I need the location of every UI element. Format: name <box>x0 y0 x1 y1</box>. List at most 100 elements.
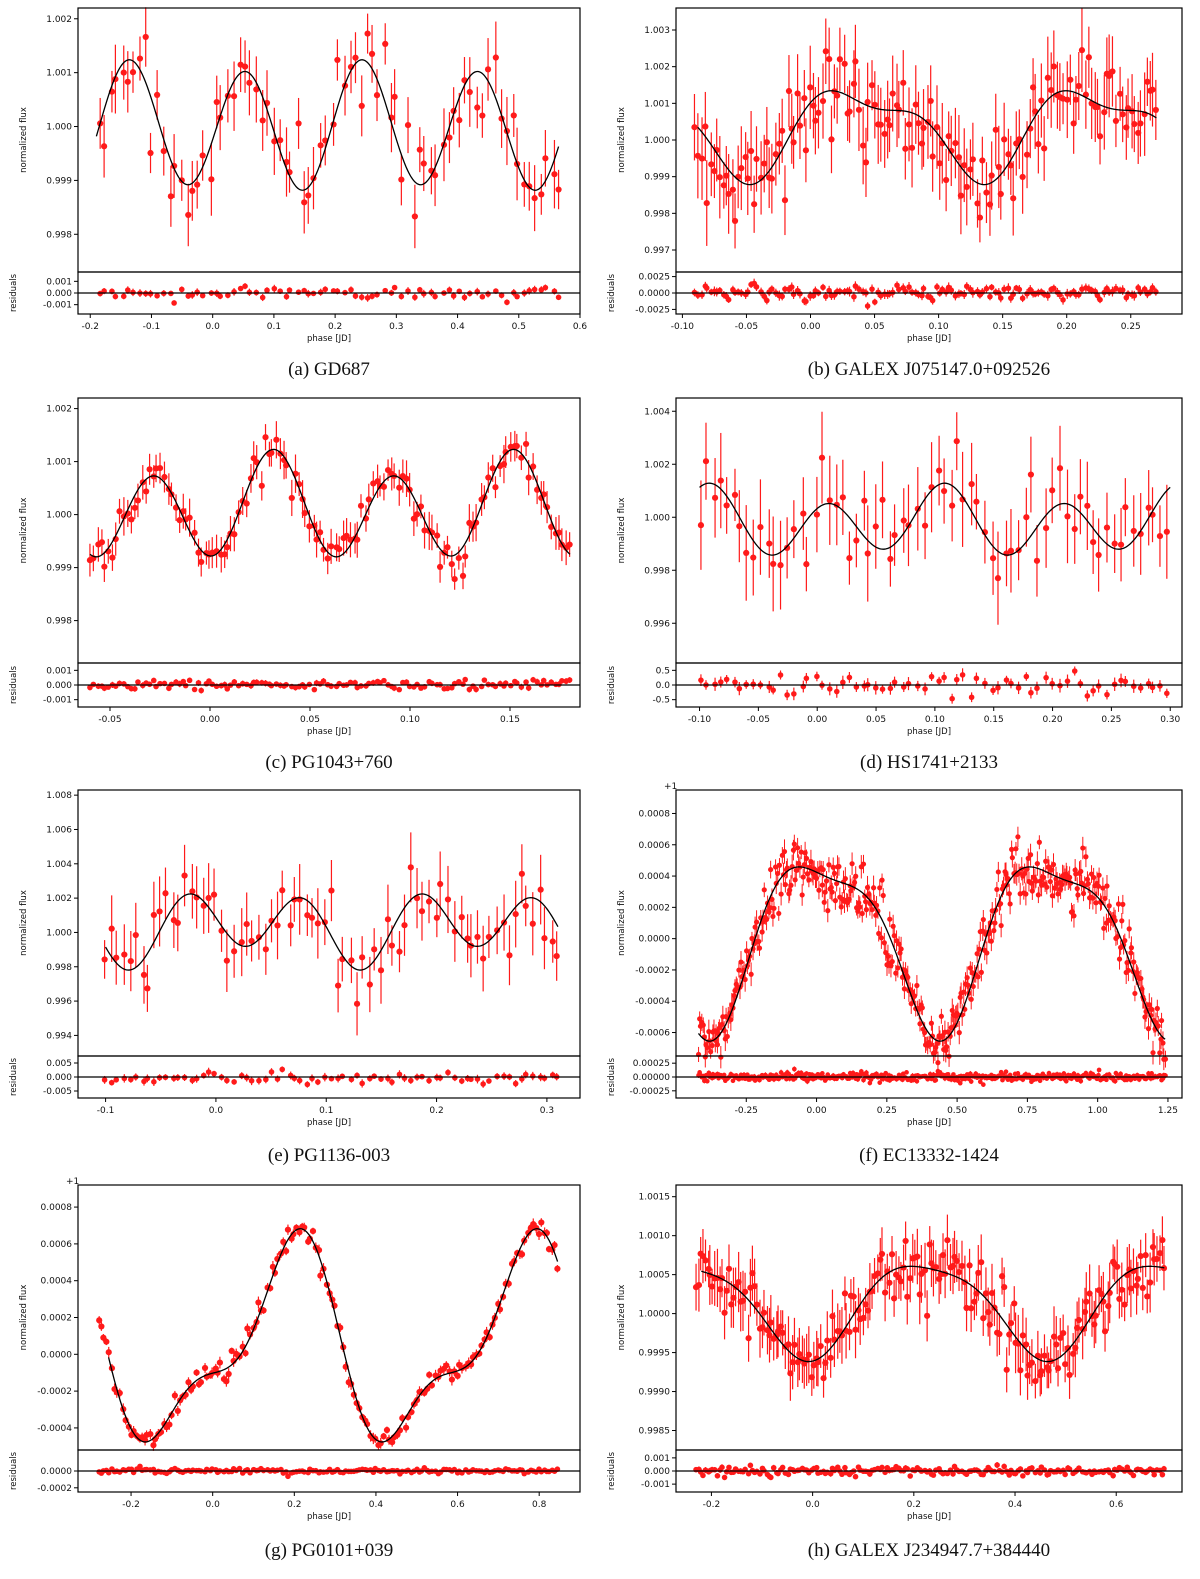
x-tick-label: 0.30 <box>1160 715 1180 725</box>
residual-point <box>504 299 510 306</box>
data-point <box>984 950 990 956</box>
residual-axis-label: residuals <box>607 1057 617 1096</box>
data-point <box>1109 68 1116 75</box>
y-axis-label: normalized flux <box>617 890 627 956</box>
data-point <box>542 155 549 162</box>
data-point <box>391 93 398 100</box>
data-point <box>258 482 265 489</box>
residual-point <box>745 1072 750 1078</box>
data-point <box>1160 1040 1166 1046</box>
residual-point <box>268 1069 275 1075</box>
data-point <box>1070 120 1077 127</box>
y-tick-label: 1.004 <box>644 407 670 417</box>
data-point <box>1019 173 1026 181</box>
x-tick-label: 0.2 <box>328 322 342 332</box>
residual-point <box>446 287 453 293</box>
residual-point <box>426 1077 432 1084</box>
residual-y-tick-label: -0.005 <box>43 1087 72 1097</box>
residual-point <box>296 1077 303 1084</box>
data-point <box>518 1251 526 1258</box>
x-tick-label: 0.00 <box>807 715 827 725</box>
data-point <box>1023 891 1029 897</box>
data-point <box>967 965 973 971</box>
residual-point <box>178 286 185 293</box>
x-tick-label: 0.10 <box>925 715 945 725</box>
data-point <box>729 186 736 193</box>
data-point <box>418 908 426 915</box>
data-point <box>900 517 907 524</box>
data-point <box>905 121 913 128</box>
data-point <box>1050 63 1057 70</box>
data-point <box>975 1269 982 1276</box>
data-point <box>959 496 966 503</box>
data-point <box>317 142 324 149</box>
residual-point <box>1135 284 1141 291</box>
residual-point <box>526 287 533 294</box>
residual-point <box>1096 1067 1102 1073</box>
residual-point <box>541 1075 548 1081</box>
data-point <box>186 514 193 521</box>
data-point <box>1071 525 1078 533</box>
data-point <box>411 213 418 220</box>
residual-point <box>1111 681 1118 688</box>
residual-point <box>130 289 136 296</box>
data-point <box>243 920 250 928</box>
data-point <box>826 862 832 868</box>
data-point <box>538 1219 545 1226</box>
data-point <box>324 555 331 562</box>
residual-point <box>998 295 1004 301</box>
data-point <box>1122 504 1129 511</box>
data-point <box>218 927 225 934</box>
x-tick-label: -0.25 <box>735 1106 758 1116</box>
data-point <box>1106 903 1112 909</box>
data-point <box>474 104 481 111</box>
data-point <box>824 1337 831 1344</box>
y-tick-label: 0.0008 <box>41 1203 73 1213</box>
data-point <box>451 575 458 583</box>
y-offset-label: +1 <box>66 1177 79 1187</box>
data-point <box>353 1000 361 1007</box>
y-tick-label: 0.0004 <box>41 1277 73 1287</box>
data-point <box>147 1431 154 1438</box>
data-point <box>485 933 493 941</box>
data-point <box>1080 890 1087 897</box>
residual-point <box>151 1079 157 1085</box>
data-point <box>919 1005 925 1011</box>
residual-point <box>896 286 902 293</box>
residual-point <box>507 682 514 689</box>
data-point <box>205 894 212 902</box>
data-point <box>1078 868 1084 875</box>
residual-point <box>1097 296 1103 303</box>
data-point <box>948 147 955 155</box>
data-point <box>368 50 376 57</box>
data-point <box>366 981 373 988</box>
data-point <box>1093 900 1099 906</box>
x-tick-label: 0.20 <box>1057 322 1077 332</box>
data-point <box>124 78 131 85</box>
data-point <box>700 1022 706 1028</box>
residual-point <box>322 286 329 293</box>
residual-point <box>466 686 473 693</box>
panel-caption: (a) GD687 <box>288 359 370 380</box>
data-point <box>1005 876 1011 882</box>
residual-axis-label: residuals <box>607 273 617 312</box>
data-point <box>784 865 790 871</box>
data-point <box>1085 881 1091 887</box>
data-point <box>308 914 316 921</box>
residual-point <box>156 1074 163 1081</box>
residual-point <box>851 293 857 300</box>
data-point <box>1084 502 1091 509</box>
data-point <box>914 1253 921 1260</box>
data-point <box>384 467 392 474</box>
y-tick-label: 1.000 <box>46 123 72 133</box>
data-point <box>776 140 783 147</box>
data-point <box>891 532 898 539</box>
data-point <box>181 872 188 879</box>
residual-point <box>211 1070 217 1077</box>
data-point <box>271 138 278 145</box>
residual-point <box>1034 685 1040 692</box>
y-tick-label: 1.001 <box>46 458 72 468</box>
data-point <box>143 488 150 495</box>
data-point <box>444 896 452 903</box>
residual-point <box>198 687 205 694</box>
